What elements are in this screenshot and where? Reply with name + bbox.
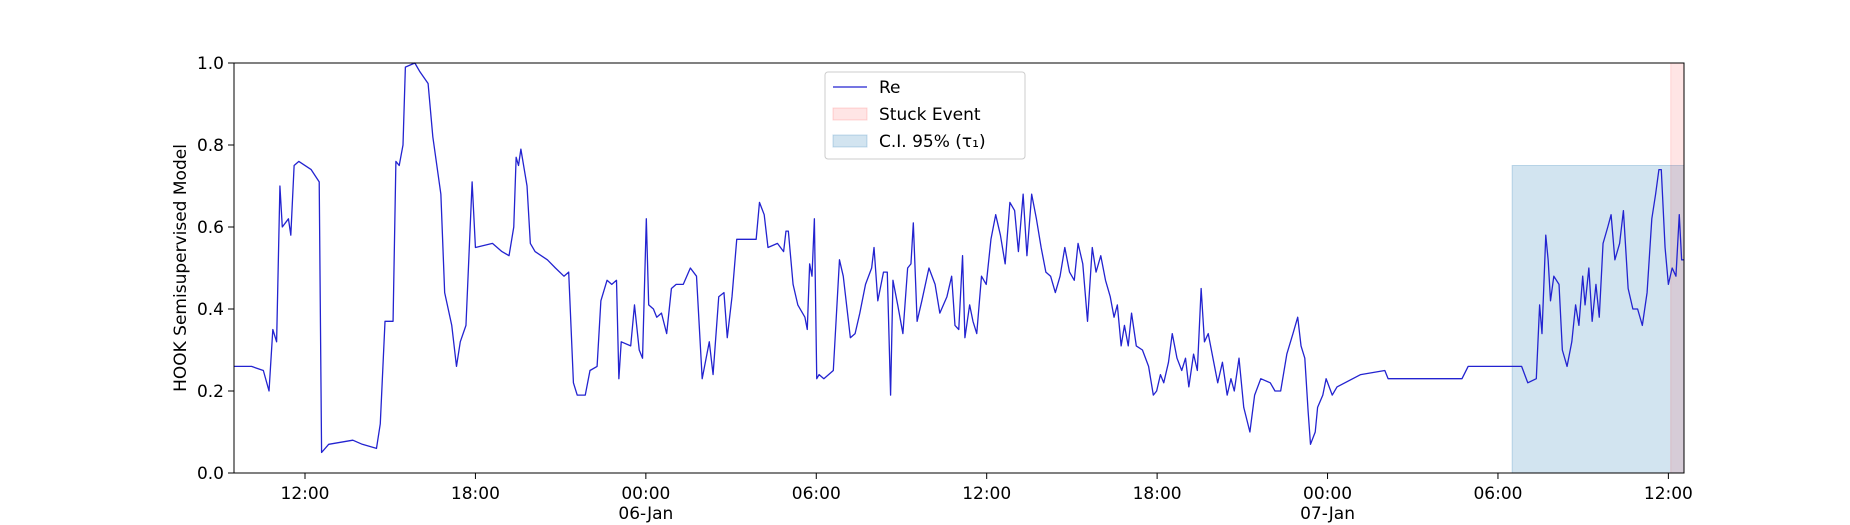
x-tick-label: 00:00 07-Jan xyxy=(1300,484,1355,524)
legend-label: Re xyxy=(879,78,901,98)
x-tick-label: 06:00 xyxy=(792,484,841,504)
legend: Re Stuck Event C.I. 95% (τ₁) xyxy=(824,71,1026,160)
y-tick-label: 0.8 xyxy=(197,136,224,156)
y-tick-label: 0.6 xyxy=(197,218,224,238)
x-tick-label: 12:00 xyxy=(1644,484,1693,504)
legend-label: Stuck Event xyxy=(879,105,981,125)
x-tick-label: 12:00 xyxy=(281,484,330,504)
legend-label: C.I. 95% (τ₁) xyxy=(879,132,986,152)
y-tick-label: 0.0 xyxy=(197,464,224,484)
x-tick-label: 06:00 xyxy=(1473,484,1522,504)
legend-patch xyxy=(832,134,868,148)
data-line xyxy=(234,62,1684,454)
y-axis-label: HOOK Semisupervised Model xyxy=(171,144,191,392)
legend-box xyxy=(824,71,1026,160)
span xyxy=(1511,165,1685,474)
plot-frame xyxy=(233,62,1685,474)
y-tick-label: 1.0 xyxy=(197,54,224,74)
y-tick-label: 0.4 xyxy=(197,300,224,320)
x-tick-label: 18:00 xyxy=(1133,484,1182,504)
y-tick-label: 0.2 xyxy=(197,382,224,402)
legend-patch xyxy=(832,107,868,121)
x-tick-label: 18:00 xyxy=(451,484,500,504)
x-tick-label: 12:00 xyxy=(962,484,1011,504)
